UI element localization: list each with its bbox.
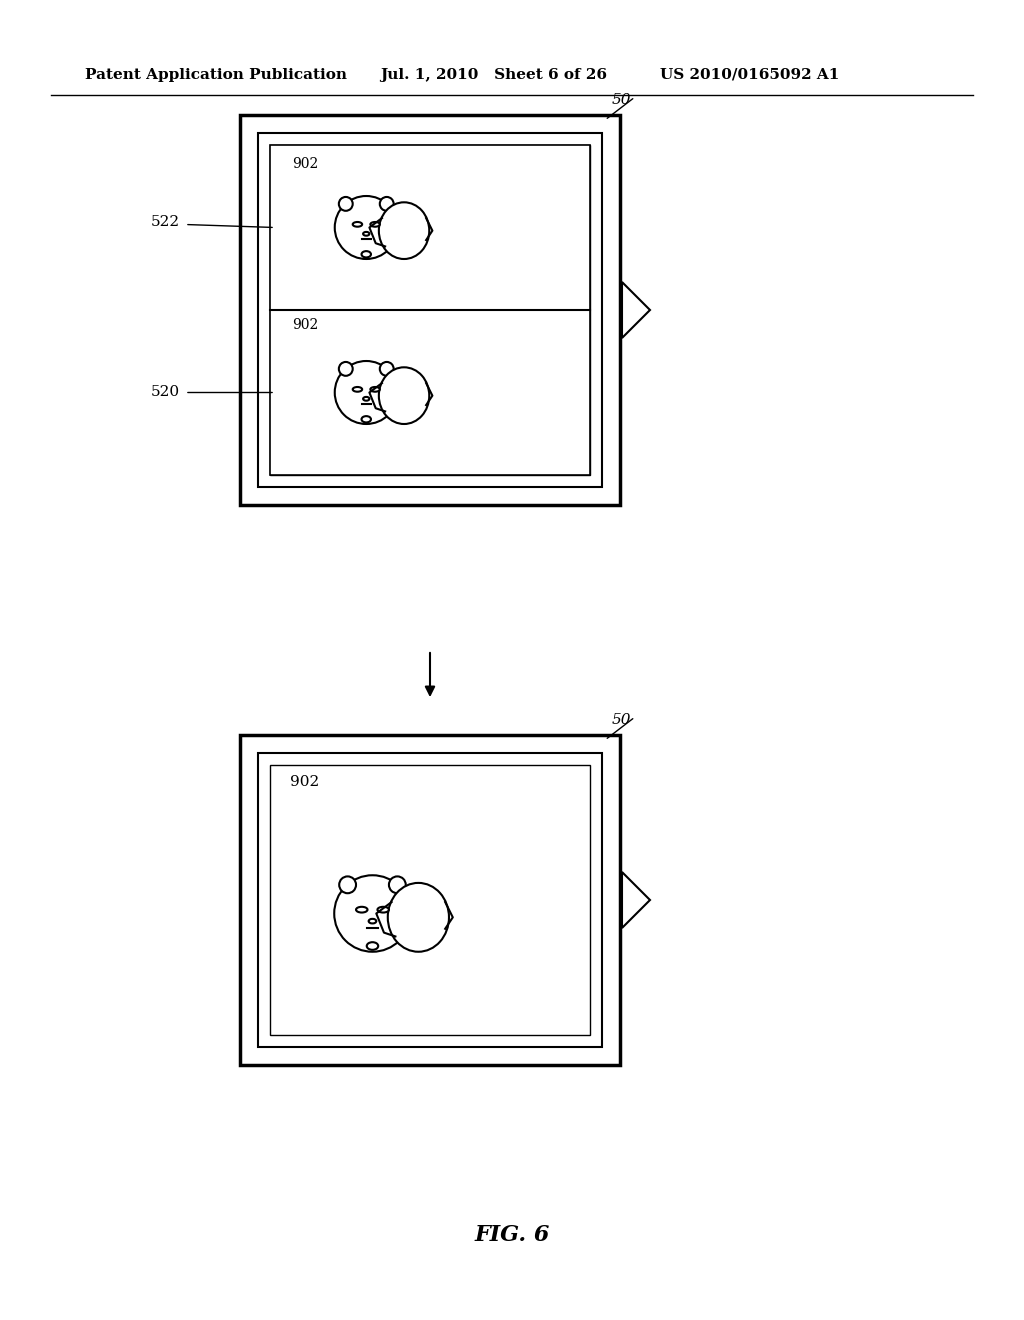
- Ellipse shape: [361, 416, 371, 422]
- Ellipse shape: [371, 222, 380, 227]
- Circle shape: [339, 362, 352, 376]
- Ellipse shape: [361, 251, 371, 257]
- Bar: [258, 133, 602, 487]
- Ellipse shape: [369, 919, 376, 924]
- Text: Patent Application Publication: Patent Application Publication: [85, 69, 347, 82]
- Polygon shape: [622, 873, 650, 928]
- Bar: [270, 145, 590, 310]
- Bar: [270, 310, 590, 475]
- Ellipse shape: [352, 387, 362, 392]
- Bar: [240, 735, 620, 1065]
- Ellipse shape: [378, 907, 389, 912]
- Circle shape: [335, 195, 397, 259]
- Text: 522: 522: [151, 215, 180, 230]
- Text: FIG. 6: FIG. 6: [474, 1224, 550, 1246]
- Text: 50: 50: [612, 713, 632, 727]
- Bar: [240, 115, 620, 506]
- Ellipse shape: [379, 367, 429, 424]
- Polygon shape: [622, 282, 650, 338]
- Text: 902: 902: [292, 318, 318, 333]
- Circle shape: [380, 197, 393, 211]
- Bar: [258, 752, 602, 1047]
- Ellipse shape: [364, 232, 370, 236]
- Circle shape: [335, 360, 397, 424]
- Ellipse shape: [367, 942, 378, 950]
- Ellipse shape: [364, 397, 370, 401]
- Text: 50: 50: [612, 92, 632, 107]
- Ellipse shape: [379, 202, 429, 259]
- Text: US 2010/0165092 A1: US 2010/0165092 A1: [660, 69, 840, 82]
- Bar: [270, 766, 590, 1035]
- Text: 902: 902: [290, 775, 319, 789]
- Bar: [270, 145, 590, 475]
- Circle shape: [339, 197, 352, 211]
- Ellipse shape: [388, 883, 449, 952]
- Ellipse shape: [356, 907, 368, 912]
- Ellipse shape: [371, 387, 380, 392]
- Circle shape: [389, 876, 406, 894]
- Text: Jul. 1, 2010   Sheet 6 of 26: Jul. 1, 2010 Sheet 6 of 26: [380, 69, 607, 82]
- Circle shape: [334, 875, 411, 952]
- Text: 520: 520: [151, 385, 180, 400]
- Circle shape: [339, 876, 356, 894]
- Text: 902: 902: [292, 157, 318, 172]
- Circle shape: [380, 362, 393, 376]
- Ellipse shape: [352, 222, 362, 227]
